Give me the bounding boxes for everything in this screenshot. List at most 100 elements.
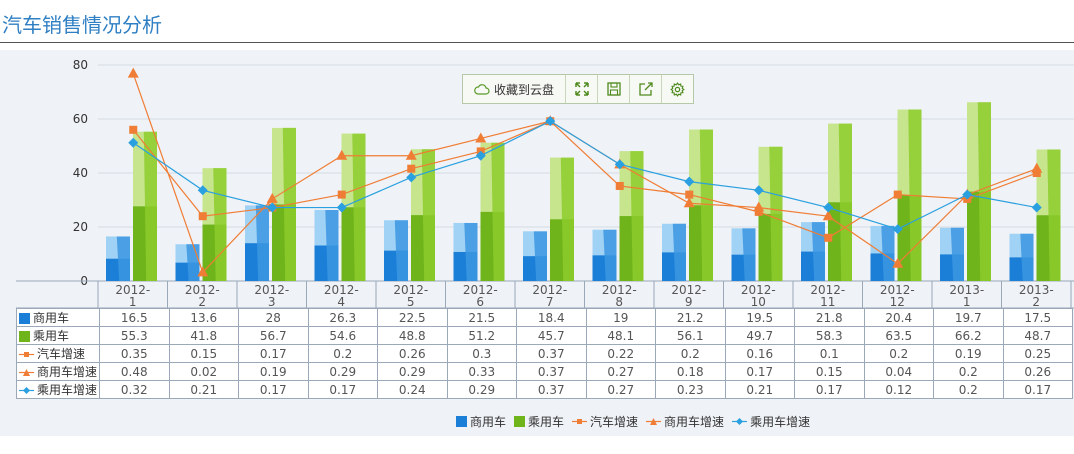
chart-legend: 商用车 乘用车 汽车增速 商用车增速 乘用车增速 — [456, 413, 818, 430]
bar-shade-diagonal — [116, 236, 130, 281]
save-to-cloud-button[interactable]: 收藏到云盘 — [463, 75, 566, 103]
x-tick-label-month: 11 — [820, 295, 835, 309]
bar-shade-diagonal — [394, 220, 408, 281]
table-cell: 17.5 — [1002, 308, 1073, 327]
legend-swatch — [514, 416, 526, 427]
y-tick-label: 20 — [73, 220, 88, 234]
line-point-square — [754, 207, 763, 216]
table-cell: 20.4 — [863, 308, 934, 327]
legend-item[interactable]: 商用车 — [456, 413, 506, 430]
bar-shade-diagonal — [491, 142, 505, 281]
table-cell: 19 — [585, 308, 656, 327]
line-point-triangle — [753, 201, 765, 212]
bar-shade-diagonal — [213, 168, 227, 281]
legend-item[interactable]: 乘用车 — [514, 413, 564, 430]
line-point-square — [615, 181, 624, 190]
table-cell: 13.6 — [168, 308, 239, 327]
table-row: 商用车增速 0.48 0.02 0.19 0.29 0.29 0.33 0.37 0.27 0.1… — [16, 362, 1073, 381]
legend-label: 汽车增速 — [590, 415, 639, 429]
legend-item[interactable]: 商用车增速 — [646, 413, 724, 430]
table-cell: 0.22 — [585, 344, 656, 363]
table-cell: 0.17 — [1002, 380, 1073, 399]
table-row-swatch — [19, 352, 34, 357]
x-tick-label: 2012-3 — [254, 283, 289, 309]
line-point-triangle — [683, 197, 695, 208]
table-cell: 0.21 — [168, 380, 239, 399]
table-cell: 18.4 — [516, 308, 587, 327]
page-title: 汽车销售情况分析 — [2, 13, 162, 37]
table-cell: 19.7 — [933, 308, 1004, 327]
bar-shade-diagonal — [464, 222, 478, 281]
share-button[interactable] — [630, 75, 662, 103]
table-cell: 0.25 — [1002, 344, 1073, 363]
bar-shade-diagonal — [881, 225, 895, 281]
table-cell: 0.29 — [446, 380, 517, 399]
line-point-square — [407, 164, 416, 173]
x-tick-label-year: 2012- — [810, 283, 845, 297]
y-tick-label: 60 — [73, 112, 88, 126]
y-tick-label: 80 — [73, 58, 88, 72]
table-row-header: 乘用车 — [16, 326, 100, 345]
line-point-diamond — [267, 202, 278, 213]
table-row: 乘用车 55.3 41.8 56.7 54.6 48.8 51.2 45.7 48.1 56.1 4… — [16, 326, 1073, 345]
table-cell: 0.02 — [168, 362, 239, 381]
table-cell: 0.17 — [238, 380, 309, 399]
bar-shade-diagonal — [603, 229, 617, 281]
table-row: 乘用车增速 0.32 0.21 0.17 0.17 0.24 0.29 0.37 0.27 0.2… — [16, 380, 1073, 399]
x-tick-label: 2012-7 — [532, 283, 567, 309]
legend-item[interactable]: 乘用车增速 — [732, 413, 810, 430]
table-cell: 0.2 — [655, 344, 726, 363]
line-point-triangle — [475, 132, 487, 143]
table-cell: 0.2 — [863, 344, 934, 363]
table-cell: 0.16 — [724, 344, 795, 363]
legend-item[interactable]: 汽车增速 — [572, 413, 638, 430]
table-cell: 0.17 — [794, 380, 865, 399]
table-cell: 0.15 — [168, 344, 239, 363]
x-tick-label: 2013-1 — [949, 283, 984, 309]
settings-button[interactable] — [662, 75, 693, 103]
bar-shade-diagonal — [325, 209, 339, 281]
table-cell: 0.18 — [655, 362, 726, 381]
table-cell: 0.2 — [307, 344, 378, 363]
table-cell: 45.7 — [516, 326, 587, 345]
table-row-swatch — [19, 387, 34, 394]
series-name: 商用车 — [33, 311, 70, 325]
table-cell: 21.8 — [794, 308, 865, 327]
table-cell: 21.5 — [446, 308, 517, 327]
line-point-triangle — [127, 67, 139, 78]
series-line — [132, 120, 1037, 230]
table-cell: 0.37 — [516, 344, 587, 363]
fullscreen-button[interactable] — [566, 75, 598, 103]
x-tick-label-month: 1 — [129, 295, 137, 309]
line-point-triangle — [197, 266, 209, 277]
legend-swatch — [456, 416, 467, 427]
x-tick-label-year: 2012- — [532, 283, 567, 297]
cloud-icon — [474, 84, 490, 95]
table-cell: 0.17 — [238, 344, 309, 363]
legend-swatch — [572, 419, 588, 424]
table-row-header: 汽车增速 — [16, 344, 100, 363]
table-cell: 0.21 — [724, 380, 795, 399]
x-tick-label: 2012-5 — [393, 283, 428, 309]
legend-label: 商用车 — [470, 415, 507, 429]
bar-shade-diagonal — [1047, 149, 1061, 281]
table-cell: 22.5 — [377, 308, 448, 327]
line-point-triangle — [336, 149, 348, 160]
series-name: 乘用车 — [33, 329, 70, 343]
table-cell: 41.8 — [168, 326, 239, 345]
series-name: 汽车增速 — [37, 347, 86, 361]
x-tick-label-month: 1 — [963, 295, 971, 309]
save-icon — [606, 82, 621, 96]
table-cell: 48.7 — [1002, 326, 1073, 345]
line-point-square — [129, 125, 138, 134]
bar-shade-diagonal — [811, 222, 825, 281]
table-row-swatch — [19, 331, 30, 342]
x-tick-label: 2012-12 — [880, 283, 915, 309]
series-name: 乘用车增速 — [37, 383, 98, 397]
table-cell: 0.12 — [863, 380, 934, 399]
series-line — [132, 120, 1037, 239]
x-tick-label-year: 2012- — [671, 283, 706, 297]
table-cell: 55.3 — [99, 326, 170, 345]
line-point-square — [337, 190, 346, 199]
save-image-button[interactable] — [598, 75, 630, 103]
